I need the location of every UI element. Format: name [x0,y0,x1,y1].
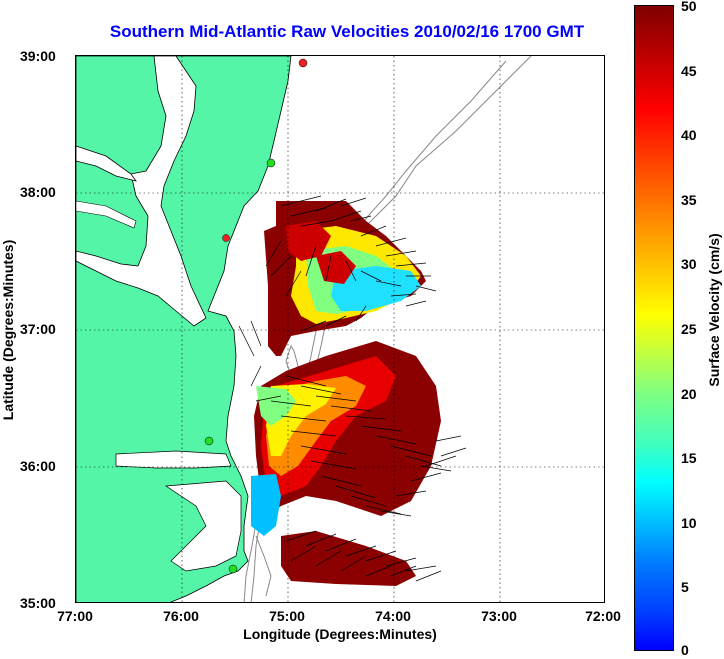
colorbar-tick: 30 [681,256,697,272]
radar-station-duck [204,436,214,446]
colorbar-tick: 25 [681,321,697,337]
colorbar-tick: 45 [681,63,697,79]
velocity-field [251,201,441,586]
x-tick-label: 74:00 [375,608,411,624]
y-tick-label: 39:00 [20,48,56,64]
radar-station-assateague [266,158,276,168]
field-south-far [281,531,416,586]
map-plot-area [75,55,605,603]
x-tick-label: 76:00 [163,608,199,624]
x-tick-label: 72:00 [585,608,621,624]
y-tick-label: 36:00 [20,458,56,474]
pamlico-sound [164,480,242,572]
colorbar-tick: 10 [681,515,697,531]
x-tick-label: 73:00 [481,608,517,624]
colorbar-tick: 35 [681,192,697,208]
colorbar-tick: 5 [681,579,689,595]
y-tick-label: 37:00 [20,321,56,337]
field-north-cyan [331,266,421,311]
colorbar-tick: 50 [681,0,697,14]
chesapeake-bay [76,56,207,327]
x-axis-label: Longitude (Degrees:Minutes) [243,626,437,642]
colorbar-tick: 15 [681,450,697,466]
velocity-vectors [238,195,467,582]
y-tick-label: 38:00 [20,184,56,200]
rappahannock-river [76,200,137,229]
radar-station-hatteras [228,564,238,574]
albemarle-sound [115,450,232,469]
field-south-green [256,386,296,426]
colorbar [634,5,674,651]
colorbar-tick: 40 [681,127,697,143]
y-tick-label: 35:00 [20,595,56,611]
map-title: Southern Mid-Atlantic Raw Velocities 201… [109,22,585,41]
field-south-cyan [251,474,281,536]
map-grid [76,56,604,602]
colorbar-tick: 20 [681,386,697,402]
potomac-river [76,145,137,182]
colorbar-tick: 0 [681,642,689,658]
radar-station-wallops [222,234,230,242]
x-tick-label: 75:00 [269,608,305,624]
colorbar-label: Surface Velocity (cm/s) [706,233,722,387]
map-canvas [76,56,604,602]
y-axis-label: Latitude (Degrees:Minutes) [0,239,16,421]
field-north-red-core [286,221,356,284]
x-tick-label: 77:00 [57,608,93,624]
radar-station-cape-may [298,58,308,68]
